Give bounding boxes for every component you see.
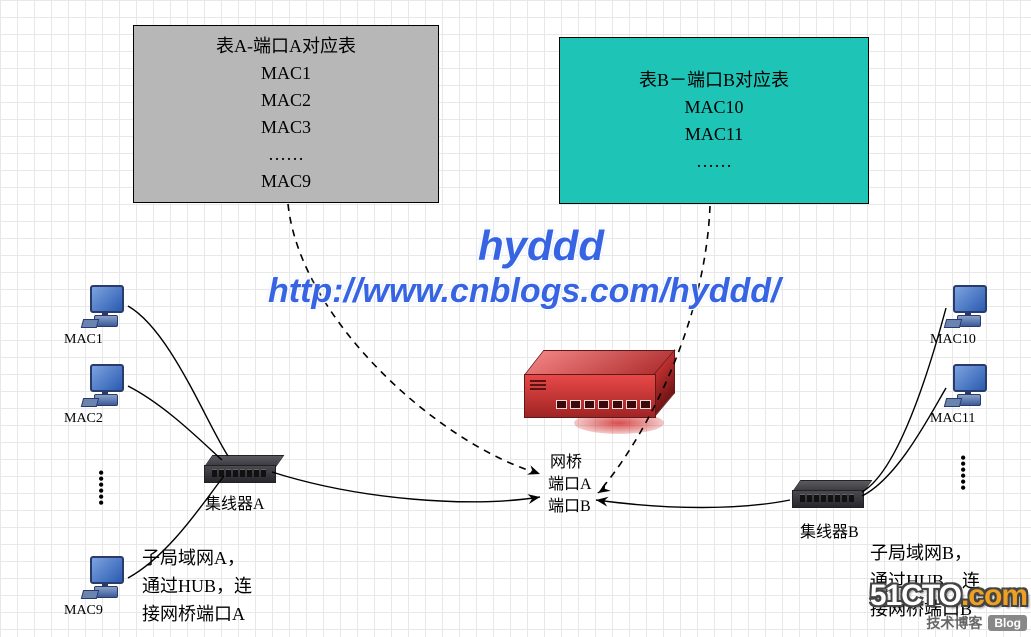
hub-b-label: 集线器B <box>800 518 859 542</box>
host-mac10-label: MAC10 <box>930 332 976 348</box>
table-a-title: 表A-端口A对应表 <box>134 33 438 60</box>
diagram-canvas: 表A-端口A对应表 MAC1 MAC2 MAC3 …… MAC9 表B－端口B对… <box>0 0 1031 637</box>
vertical-ellipsis-left: •••••• <box>98 470 104 506</box>
bridge-icon <box>524 350 674 430</box>
site-logo: 51CTO.com 技术博客Blog <box>870 579 1027 633</box>
vertical-ellipsis-right: •••••• <box>960 455 966 491</box>
bridge-label: 网桥 <box>550 448 582 472</box>
subnet-a-text: 子局域网A， 通过HUB，连 接网桥端口A <box>142 545 252 629</box>
host-mac11-icon <box>945 362 990 407</box>
hub-a-icon <box>204 455 274 481</box>
host-mac1-icon <box>82 283 127 328</box>
host-mac10-icon <box>945 283 990 328</box>
watermark-line1: hyddd <box>478 222 604 270</box>
bridge-port-b-label: 端口B <box>548 492 591 516</box>
host-mac2-icon <box>82 362 127 407</box>
host-mac9-icon <box>82 554 127 599</box>
table-a-box: 表A-端口A对应表 MAC1 MAC2 MAC3 …… MAC9 <box>133 25 439 203</box>
host-mac9-label: MAC9 <box>64 603 103 619</box>
hub-a-label: 集线器A <box>205 490 265 514</box>
table-b-title: 表B－端口B对应表 <box>560 67 868 94</box>
hub-b-icon <box>792 480 862 506</box>
host-mac11-label: MAC11 <box>930 411 975 427</box>
bridge-port-a-label: 端口A <box>548 470 592 494</box>
table-b-box: 表B－端口B对应表 MAC10 MAC11 …… <box>559 37 869 204</box>
watermark-line2: http://www.cnblogs.com/hyddd/ <box>268 272 781 311</box>
host-mac2-label: MAC2 <box>64 411 103 427</box>
host-mac1-label: MAC1 <box>64 332 103 348</box>
